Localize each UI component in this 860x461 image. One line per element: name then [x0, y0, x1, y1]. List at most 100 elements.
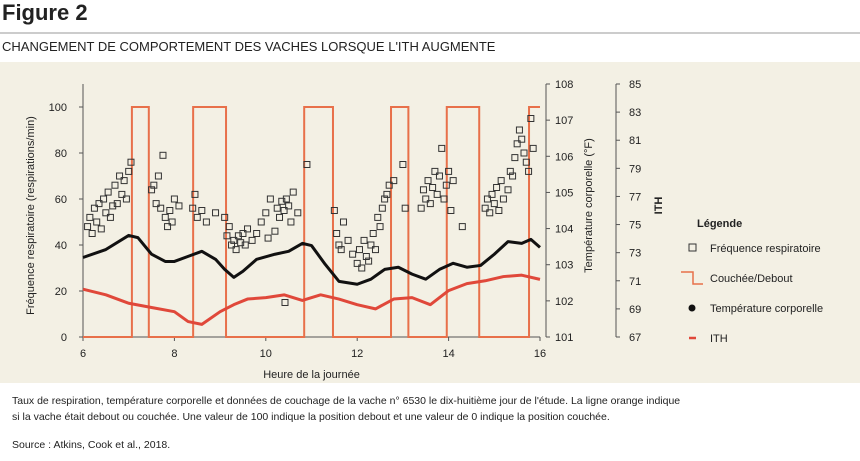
scatter-point: [449, 177, 457, 185]
scatter-point: [367, 241, 375, 249]
legend-label: ITH: [710, 333, 728, 345]
scatter-point: [344, 236, 352, 244]
y-tick-label: 40: [55, 240, 67, 252]
y2-tick-label: 105: [555, 187, 573, 199]
chart-panel: [0, 62, 860, 383]
scatter-point: [193, 213, 201, 221]
scatter-point: [339, 218, 347, 226]
scatter-point: [150, 181, 158, 189]
scatter-point: [221, 213, 229, 221]
scatter-point: [355, 246, 363, 254]
scatter-point: [273, 204, 281, 212]
y3-tick-label: 75: [629, 220, 641, 232]
scatter-point: [429, 184, 437, 191]
x-axis-title: Heure de la journée: [263, 369, 360, 381]
scatter-point: [378, 204, 386, 212]
scatter-point: [241, 241, 249, 249]
scatter-point: [337, 246, 345, 254]
y2-tick-label: 106: [555, 151, 573, 163]
scatter-point: [102, 209, 110, 217]
scatter-point: [513, 140, 521, 148]
scatter-point: [381, 195, 389, 203]
y3-tick-label: 71: [629, 276, 641, 288]
scatter-point: [422, 195, 430, 203]
scatter-point: [230, 236, 238, 244]
scatter-point: [157, 204, 165, 212]
scatter-point: [202, 218, 210, 226]
scatter-point: [189, 204, 197, 212]
x-tick-label: 16: [534, 348, 546, 360]
scatter-point: [280, 207, 288, 214]
scatter-point: [495, 207, 503, 214]
x-tick-label: 14: [442, 348, 454, 360]
figure-title: Figure 2: [2, 0, 88, 25]
scatter-point: [127, 158, 135, 166]
scatter-point: [294, 209, 302, 217]
scatter-point: [106, 213, 114, 221]
scatter-point: [95, 200, 103, 208]
scatter-point: [486, 209, 494, 217]
scatter-point: [276, 213, 284, 221]
scatter-point: [166, 207, 174, 214]
scatter-point: [376, 223, 384, 231]
scatter-point: [527, 115, 535, 122]
scatter-point: [458, 223, 466, 231]
scatter-point: [369, 230, 377, 237]
scatter-point: [287, 218, 295, 226]
scatter-point: [253, 230, 261, 237]
scatter-point: [447, 207, 455, 214]
scatter-point: [232, 246, 240, 254]
line: [82, 233, 541, 286]
scatter-point: [120, 177, 128, 185]
y3-tick-label: 85: [629, 79, 641, 91]
x-tick-label: 10: [260, 348, 272, 360]
scatter-point: [257, 218, 265, 226]
scatter-point: [104, 188, 112, 196]
scatter-point: [239, 230, 247, 237]
scatter-point: [191, 190, 199, 198]
scatter-point: [445, 167, 453, 175]
scatter-point: [529, 144, 537, 152]
y3-tick-label: 79: [629, 163, 641, 175]
scatter-point: [266, 195, 274, 203]
scatter-point: [118, 190, 126, 198]
scatter-point: [237, 239, 245, 247]
y2-tick-label: 104: [555, 224, 573, 236]
scatter-point: [164, 223, 172, 231]
scatter-point: [401, 204, 409, 212]
scatter-point: [509, 172, 517, 180]
x-tick-label: 8: [171, 348, 177, 360]
source: Source : Atkins, Cook et al., 2018.: [12, 439, 170, 451]
scatter-point: [424, 177, 432, 185]
scatter-point: [154, 172, 162, 180]
scatter-point: [438, 144, 446, 152]
scatter-point: [198, 207, 206, 214]
caption-line: Taux de respiration, température corpore…: [12, 395, 680, 407]
legend-marker: [688, 304, 696, 312]
legend-marker: [681, 271, 703, 285]
scatter-point: [100, 195, 108, 203]
scatter-point: [365, 257, 373, 265]
y3-tick-label: 67: [629, 332, 641, 344]
scatter-point: [161, 213, 169, 221]
figure-subtitle: CHANGEMENT DE COMPORTEMENT DES VACHES LO…: [2, 39, 496, 54]
scatter-point: [116, 172, 124, 180]
scatter-point: [113, 200, 121, 208]
scatter-point: [170, 195, 178, 203]
scatter-point: [360, 236, 368, 244]
scatter-point: [285, 202, 293, 210]
y-tick-label: 100: [49, 102, 67, 114]
scatter-point: [125, 167, 133, 175]
scatter-point: [362, 253, 370, 260]
scatter-point: [281, 299, 289, 306]
scatter-point: [499, 195, 507, 203]
scatter-point: [212, 209, 220, 217]
scatter-point: [506, 167, 514, 175]
scatter-point: [90, 204, 98, 212]
scatter-point: [264, 234, 272, 242]
scatter-point: [511, 154, 519, 162]
scatter-point: [97, 225, 105, 233]
scatter-point: [515, 126, 523, 134]
scatter-point: [109, 202, 117, 210]
scatter-point: [303, 161, 311, 168]
